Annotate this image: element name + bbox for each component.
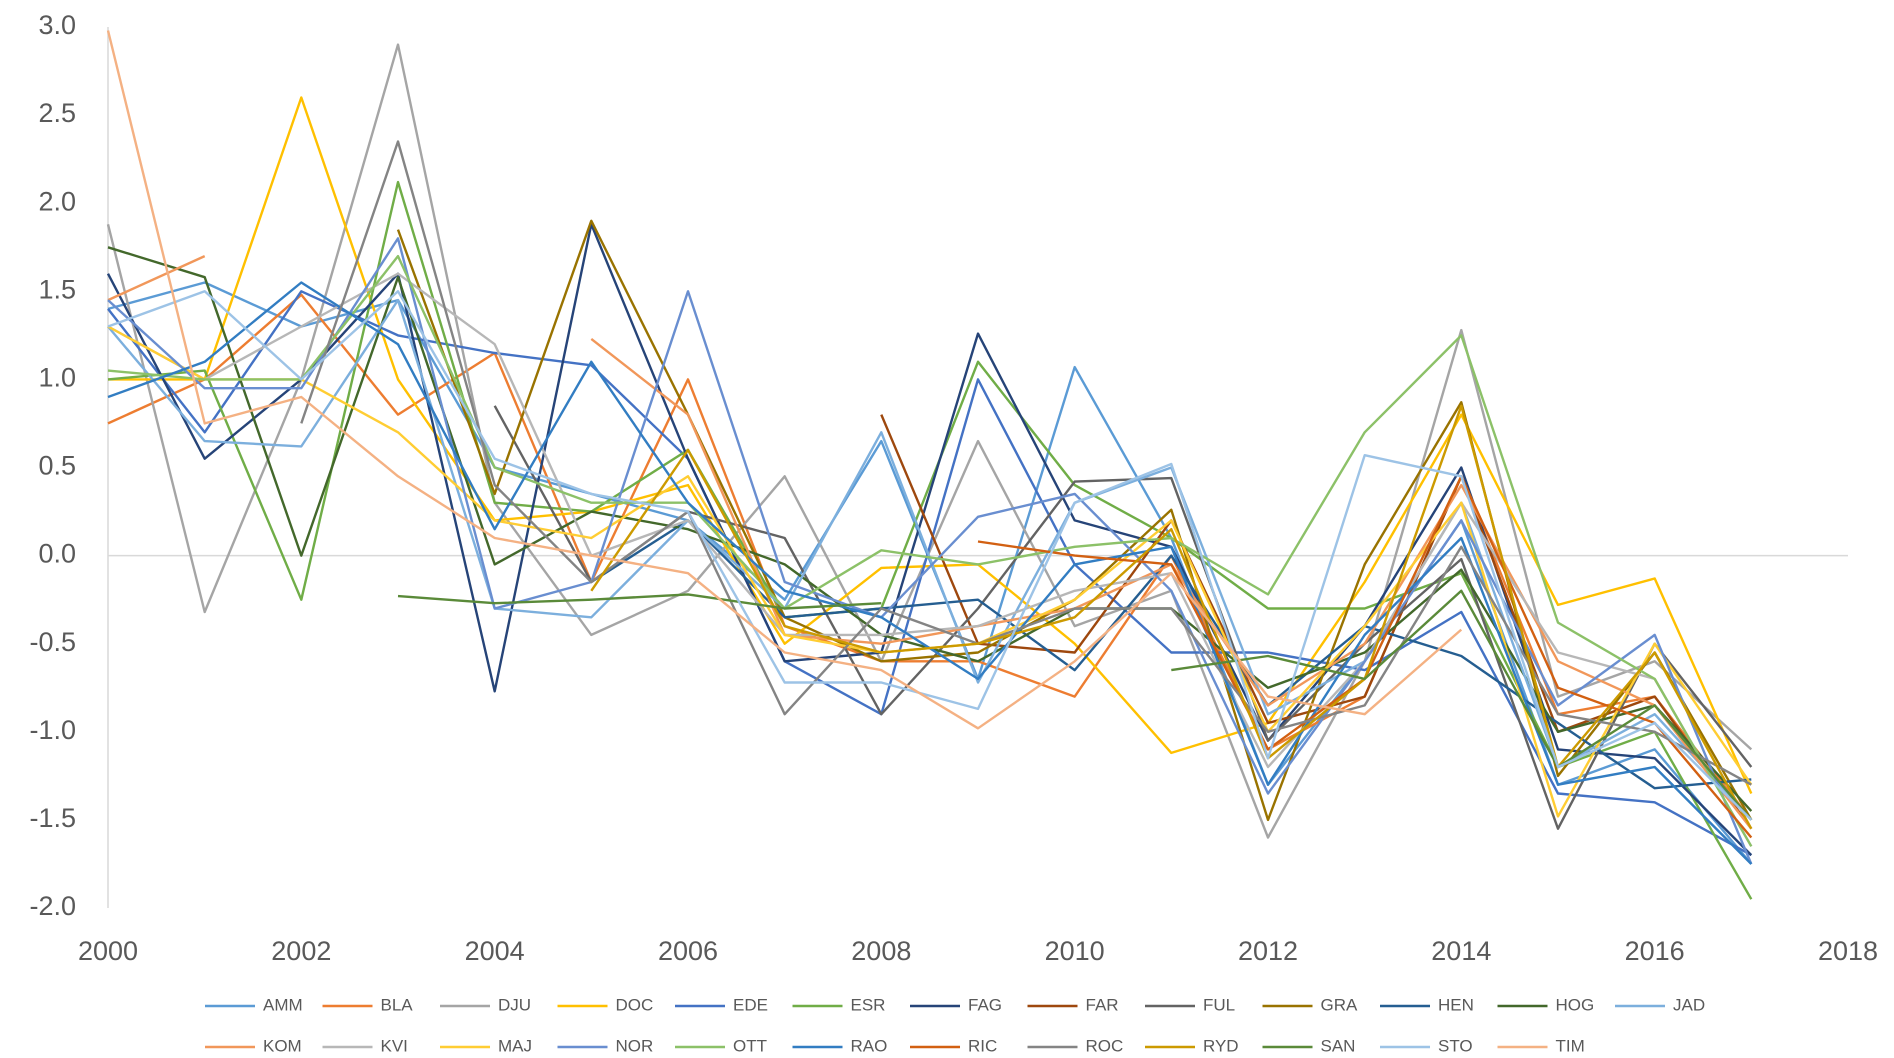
legend-label: EDE <box>733 995 768 1014</box>
y-tick-label: 1.5 <box>38 274 76 304</box>
x-tick-label: 2010 <box>1045 936 1105 966</box>
series-line <box>107 290 1753 821</box>
legend-label: HOG <box>1556 995 1595 1014</box>
legend-label: RYD <box>1203 1036 1239 1055</box>
series-line <box>397 589 1753 821</box>
series-line <box>107 180 1753 900</box>
series-line <box>300 140 1752 786</box>
legend-label: NOR <box>616 1036 654 1055</box>
legend-label: GRA <box>1321 995 1359 1014</box>
legend-label: FUL <box>1203 995 1235 1014</box>
y-tick-label: 0.0 <box>38 539 76 569</box>
y-tick-label: 3.0 <box>38 10 76 40</box>
y-tick-label: -1.0 <box>29 715 76 745</box>
y-tick-label: -1.5 <box>29 803 76 833</box>
series-line <box>977 475 1753 839</box>
x-tick-label: 2004 <box>465 936 525 966</box>
legend-label: FAR <box>1086 995 1119 1014</box>
legend-label: HEN <box>1438 995 1474 1014</box>
series-line <box>107 298 1753 821</box>
x-tick-label: 2002 <box>271 936 331 966</box>
x-tick-label: 2012 <box>1238 936 1298 966</box>
legend-label: DOC <box>616 995 654 1014</box>
legend-label: RIC <box>968 1036 997 1055</box>
legend-label: SAN <box>1321 1036 1356 1055</box>
series-line <box>107 290 1752 857</box>
series-line <box>107 254 1753 847</box>
y-tick-label: -0.5 <box>29 627 76 657</box>
legend-label: MAJ <box>498 1036 532 1055</box>
legend-label: FAG <box>968 995 1002 1014</box>
y-tick-label: 2.0 <box>38 186 76 216</box>
series-line <box>107 237 1753 865</box>
series-line <box>106 223 1753 856</box>
y-tick-label: 1.0 <box>38 363 76 393</box>
y-tick-label: -2.0 <box>29 891 76 921</box>
x-tick-label: 2016 <box>1625 936 1685 966</box>
legend-label: JAD <box>1673 995 1705 1014</box>
series-line <box>108 96 1753 794</box>
series-line <box>106 43 1753 839</box>
x-tick-label: 2000 <box>78 936 138 966</box>
x-tick-label: 2014 <box>1431 936 1491 966</box>
legend-label: RAO <box>851 1036 888 1055</box>
x-tick-label: 2018 <box>1818 936 1878 966</box>
y-tick-label: 2.5 <box>38 98 76 128</box>
legend-label: ESR <box>851 995 886 1014</box>
series-line <box>590 519 1752 790</box>
y-tick-label: 0.5 <box>38 451 76 481</box>
legend-label: OTT <box>733 1036 767 1055</box>
x-tick-label: 2008 <box>851 936 911 966</box>
legend-label: BLA <box>381 995 414 1014</box>
legend-label: TIM <box>1556 1036 1585 1055</box>
legend-label: KOM <box>263 1036 302 1055</box>
series-line <box>107 255 1753 830</box>
legend-label: KVI <box>381 1036 408 1055</box>
legend-label: AMM <box>263 995 303 1014</box>
legend-label: ROC <box>1086 1036 1124 1055</box>
legend-label: DJU <box>498 995 531 1014</box>
x-tick-label: 2006 <box>658 936 718 966</box>
legend-label: STO <box>1438 1036 1473 1055</box>
series-line <box>106 30 1463 730</box>
